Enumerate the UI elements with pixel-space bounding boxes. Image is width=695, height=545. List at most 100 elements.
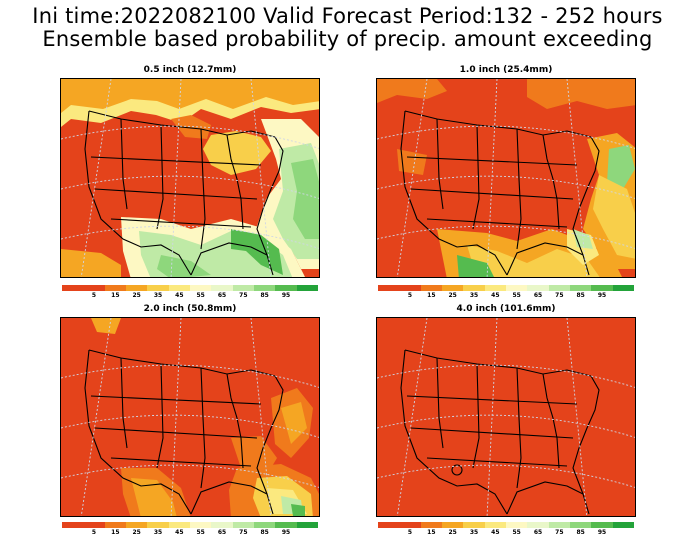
colorbar-tick-label: 85 <box>260 292 269 299</box>
panel-title-4p0: 4.0 inch (101.6mm) <box>456 304 556 314</box>
colorbar-swatch <box>527 285 549 291</box>
colorbar-swatch <box>275 285 297 291</box>
colorbar-tick-label: 55 <box>512 529 521 536</box>
colorbar-swatch <box>253 522 276 528</box>
colorbar-swatch <box>612 285 634 291</box>
colorbar-tick-label: 35 <box>153 529 163 536</box>
colorbar-tick-label: 55 <box>196 292 205 299</box>
colorbar-swatch <box>147 285 169 291</box>
colorbar-tick-label: 5 <box>91 529 97 536</box>
colorbar-swatch <box>104 522 126 528</box>
colorbar-swatch <box>569 285 592 291</box>
colorbar-swatch <box>253 285 276 291</box>
colorbar-swatch <box>591 522 613 528</box>
colorbar-swatch <box>62 522 84 528</box>
colorbar-tick-label: 85 <box>260 529 269 536</box>
colorbar-swatch <box>275 522 297 528</box>
colorbar-tick-label: 15 <box>111 292 120 299</box>
colorbar-tick-label: 65 <box>217 529 227 536</box>
colorbar-panel-2p0 <box>62 522 318 528</box>
colorbar-swatch <box>420 522 442 528</box>
colorbar-tick-label: 25 <box>132 292 141 299</box>
map-panel-2p0-inch <box>60 317 320 517</box>
colorbar-tick-label: 75 <box>239 529 248 536</box>
colorbar-tick-label: 45 <box>175 292 184 299</box>
colorbar-swatch <box>441 285 464 291</box>
colorbar-swatch <box>168 285 190 291</box>
colorbar-tick-label: 95 <box>597 529 607 536</box>
colorbar-swatch <box>399 522 421 528</box>
colorbar-swatch <box>591 285 613 291</box>
colorbar-swatch <box>548 285 570 291</box>
colorbar-ticks-4p0: 5 15 25 35 45 55 65 75 85 95 <box>378 529 634 537</box>
colorbar-tick-label: 35 <box>469 529 479 536</box>
colorbar-tick-label: 15 <box>111 529 120 536</box>
colorbar-swatch <box>104 285 126 291</box>
colorbar-tick-label: 85 <box>576 529 585 536</box>
colorbar-swatch <box>232 285 254 291</box>
colorbar-panel-0p5 <box>62 285 318 291</box>
map-4p0-svg <box>377 318 635 516</box>
colorbar-tick-label: 75 <box>555 292 564 299</box>
colorbar-tick-label: 55 <box>512 292 521 299</box>
colorbar-swatch <box>189 285 212 291</box>
colorbar-tick-label: 35 <box>469 292 479 299</box>
colorbar-tick-label: 65 <box>217 292 227 299</box>
panel-title-2p0: 2.0 inch (50.8mm) <box>143 304 237 314</box>
figure-title-line2: Ensemble based probability of precip. am… <box>42 27 653 51</box>
colorbar-swatch <box>484 522 506 528</box>
colorbar-tick-label: 5 <box>407 292 413 299</box>
colorbar-tick-label: 45 <box>175 529 184 536</box>
colorbar-swatch <box>232 522 254 528</box>
colorbar-swatch <box>125 522 148 528</box>
colorbar-swatch <box>505 522 528 528</box>
colorbar-swatch <box>463 285 485 291</box>
colorbar-tick-label: 45 <box>491 292 500 299</box>
colorbar-swatch <box>548 522 570 528</box>
figure-title-line1: Ini time:2022082100 Valid Forecast Perio… <box>32 4 663 28</box>
colorbar-swatch <box>296 285 318 291</box>
colorbar-tick-label: 95 <box>281 529 291 536</box>
panel-title-0p5: 0.5 inch (12.7mm) <box>143 65 237 75</box>
panel-title-1p0: 1.0 inch (25.4mm) <box>459 65 553 75</box>
colorbar-tick-label: 35 <box>153 292 163 299</box>
colorbar-swatch <box>463 522 485 528</box>
colorbar-swatch <box>189 522 212 528</box>
colorbar-swatch <box>168 522 190 528</box>
colorbar-tick-label: 55 <box>196 529 205 536</box>
colorbar-swatch <box>296 522 318 528</box>
colorbar-tick-label: 45 <box>491 529 500 536</box>
colorbar-tick-label: 65 <box>533 292 543 299</box>
colorbar-panel-4p0 <box>378 522 634 528</box>
colorbar-ticks-1p0: 5 15 25 35 45 55 65 75 85 95 <box>378 292 634 300</box>
colorbar-tick-label: 65 <box>533 529 543 536</box>
map-panel-0p5-inch <box>60 78 320 278</box>
map-panel-1p0-inch <box>376 78 636 278</box>
colorbar-tick-label: 95 <box>281 292 291 299</box>
colorbar-swatch <box>527 522 549 528</box>
colorbar-tick-label: 25 <box>448 529 457 536</box>
colorbar-tick-label: 95 <box>597 292 607 299</box>
colorbar-tick-label: 15 <box>427 529 436 536</box>
colorbar-ticks-0p5: 5 15 25 35 45 55 65 75 85 95 <box>62 292 318 300</box>
colorbar-swatch <box>211 522 233 528</box>
map-2p0-svg <box>61 318 319 516</box>
colorbar-swatch <box>484 285 506 291</box>
colorbar-swatch <box>420 285 442 291</box>
colorbar-swatch <box>147 522 169 528</box>
colorbar-tick-label: 75 <box>239 292 248 299</box>
colorbar-swatch <box>505 285 528 291</box>
colorbar-ticks-2p0: 5 15 25 35 45 55 65 75 85 95 <box>62 529 318 537</box>
colorbar-swatch <box>125 285 148 291</box>
colorbar-panel-1p0 <box>378 285 634 291</box>
colorbar-tick-label: 75 <box>555 529 564 536</box>
colorbar-swatch <box>399 285 421 291</box>
colorbar-swatch <box>569 522 592 528</box>
colorbar-tick-label: 25 <box>448 292 457 299</box>
colorbar-tick-label: 5 <box>407 529 413 536</box>
colorbar-swatch <box>83 522 105 528</box>
map-0p5-svg <box>61 79 319 277</box>
colorbar-swatch <box>612 522 634 528</box>
colorbar-swatch <box>441 522 464 528</box>
colorbar-swatch <box>211 285 233 291</box>
